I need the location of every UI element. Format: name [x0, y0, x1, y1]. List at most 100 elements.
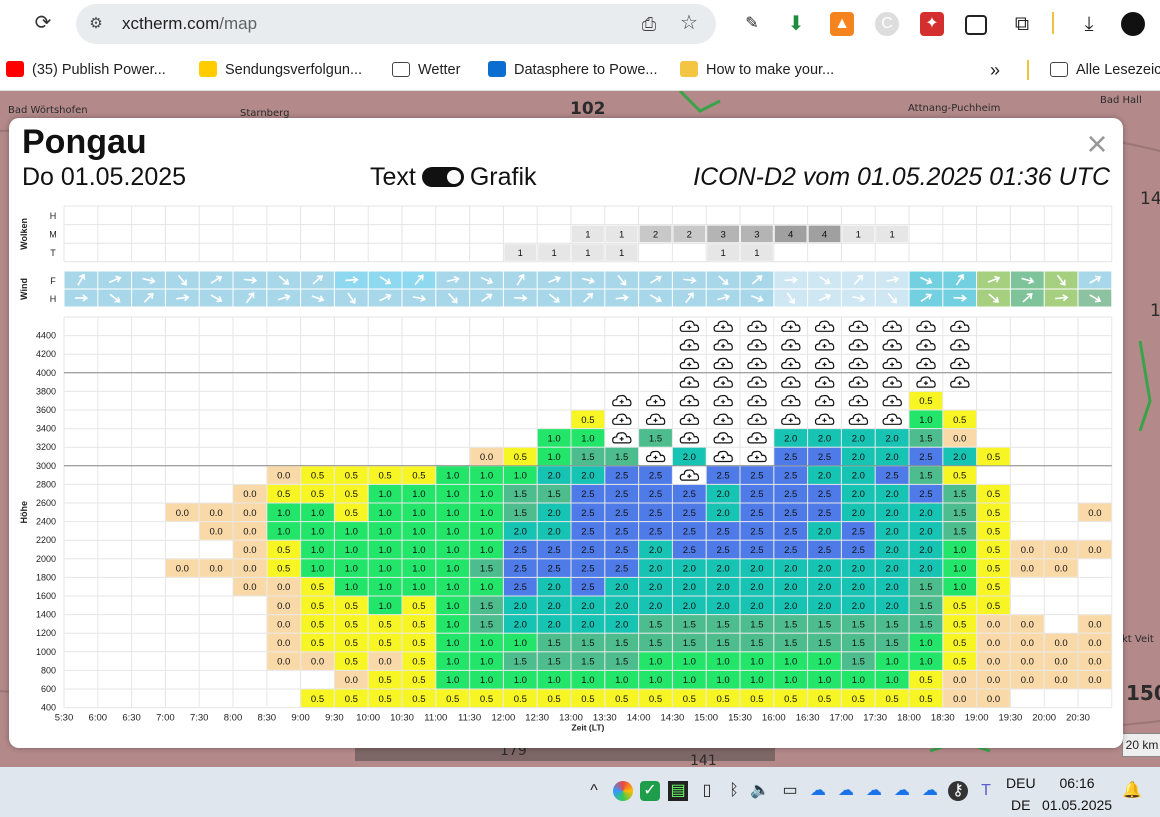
picture-in-picture-icon[interactable] [965, 15, 987, 35]
thermal-value: 2.0 [818, 526, 831, 537]
bookmark-publish-power[interactable]: (35) Publish Power... [6, 59, 166, 81]
thermal-value: 1.5 [649, 638, 662, 649]
view-toggle[interactable]: Text Grafik [370, 163, 537, 192]
wind-arrow-icon [853, 274, 864, 286]
map-label-141: 141 [690, 753, 717, 767]
battery-icon[interactable]: ▯ [702, 782, 712, 799]
volume-icon[interactable]: 🔈 [750, 782, 770, 799]
height-tick-label: 3000 [36, 461, 56, 471]
install-app-icon[interactable]: ⎙ [641, 14, 657, 34]
thermal-value: 2.5 [581, 564, 594, 575]
bookmark-star-icon[interactable]: ☆ [680, 12, 698, 34]
height-tick-label: 1600 [36, 591, 56, 601]
cloud-icon [679, 376, 700, 388]
cloud-icon [713, 339, 733, 351]
downloads-icon[interactable]: ⤓ [1084, 13, 1094, 35]
red-extension-icon[interactable]: ✦ [920, 12, 944, 36]
thermal-cell [334, 577, 368, 596]
c-extension-icon[interactable]: C [875, 12, 899, 36]
onedrive-icon[interactable]: ☁ [810, 782, 826, 799]
thermal-cell [301, 503, 334, 522]
cloud-cover-value: 2 [687, 230, 692, 241]
onedrive-icon[interactable]: ☁ [922, 782, 938, 799]
key-icon[interactable]: ⚷ [948, 781, 968, 801]
cloud-icon [848, 320, 869, 332]
thermal-value: 0.0 [176, 564, 189, 575]
address-bar[interactable]: ⚙ xctherm.com/map ⎙ ☆ [76, 4, 716, 44]
thermal-value: 0.5 [987, 601, 1000, 612]
thermal-value: 1.0 [919, 657, 932, 668]
bookmark-wetter[interactable]: Wetter [392, 59, 460, 81]
onedrive-icon[interactable]: ☁ [838, 782, 854, 799]
thermal-cell [301, 466, 334, 484]
clock[interactable]: 06:16 01.05.2025 [1042, 772, 1112, 816]
monitor-app-icon[interactable]: ▤ [668, 781, 688, 801]
thermal-cell [672, 484, 706, 503]
teams-icon[interactable]: T [981, 782, 991, 799]
thermal-value: 0.5 [345, 489, 358, 500]
shield-icon[interactable]: ✓ [640, 781, 660, 801]
chevron-up-icon[interactable]: ^ [590, 782, 598, 799]
thermal-value: 0.5 [683, 694, 696, 705]
wind-arrow-icon [617, 274, 627, 286]
thermal-value: 1.0 [378, 582, 391, 593]
thermal-value: 2.0 [615, 601, 628, 612]
thermal-cell [368, 670, 402, 689]
thermal-cell [875, 577, 909, 596]
reload-icon[interactable]: ⟳ [34, 12, 52, 34]
close-icon[interactable]: × [1086, 123, 1108, 164]
more-bookmarks-button[interactable]: » [990, 60, 1001, 80]
cloud-icon [814, 413, 835, 425]
onedrive-icon[interactable]: ☁ [894, 782, 910, 799]
thermal-value: 2.0 [716, 489, 729, 500]
thermal-cell [301, 577, 334, 596]
extensions-puzzle-icon[interactable]: ⧉ [1014, 13, 1030, 35]
thermal-cell [1078, 633, 1112, 652]
time-tick-label: 8:00 [224, 713, 243, 724]
cloud-icon [679, 339, 700, 351]
thermal-cell [267, 596, 301, 615]
thermal-cell [943, 466, 977, 484]
toggle-switch[interactable] [421, 167, 464, 187]
thermal-cell [436, 596, 470, 615]
site-settings-icon[interactable]: ⚙ [89, 15, 103, 32]
thermal-value: 2.5 [547, 564, 560, 575]
thermal-cell [571, 466, 605, 484]
eyedropper-extension-icon[interactable]: ✎ [745, 15, 759, 32]
cloud-icon [713, 450, 733, 463]
metamask-extension-icon[interactable]: ▲ [830, 12, 854, 36]
thermal-cell [706, 577, 740, 596]
wind-arrow-icon [583, 292, 594, 303]
thermal-cell [503, 503, 537, 522]
thermal-cell [605, 689, 639, 708]
thermal-cell [301, 559, 334, 577]
download-arrow-extension-icon[interactable]: ⬇ [787, 13, 805, 35]
time-tick-label: 10:30 [390, 713, 414, 724]
wind-arrow-icon [345, 276, 359, 284]
notification-bell-icon[interactable]: 🔔 [1122, 782, 1142, 799]
color-app-icon[interactable] [613, 781, 633, 801]
all-bookmarks-button[interactable]: Alle Lesezeic [1050, 59, 1160, 81]
input-language[interactable]: DEU DE [1006, 772, 1036, 816]
cloud-cover-value: 1 [551, 248, 556, 259]
time-tick-label: 15:00 [694, 713, 718, 724]
url-text[interactable]: xctherm.com/map [122, 14, 257, 34]
thermal-cell [808, 689, 841, 708]
thermal-value: 2.5 [683, 545, 696, 556]
network-icon[interactable]: ▭ [782, 782, 798, 799]
bookmark-how-to-make[interactable]: How to make your... [680, 59, 834, 81]
bookmark-datasphere[interactable]: Datasphere to Powe... [488, 59, 657, 81]
bookmarks-divider [1027, 60, 1029, 80]
cloud-icon [713, 320, 733, 332]
thermal-cell [875, 522, 909, 540]
thermal-cell [740, 596, 774, 615]
height-tick-label: 2400 [36, 517, 56, 527]
bookmark-sendungsverfolgung[interactable]: Sendungsverfolgun... [199, 59, 362, 81]
thermal-value: 1.0 [446, 601, 459, 612]
onedrive-sync-icon[interactable]: ☁ [866, 782, 882, 799]
thermal-value: 2.0 [852, 564, 865, 575]
thermal-cell [537, 596, 571, 615]
bluetooth-icon[interactable]: ᛒ [729, 782, 739, 799]
profile-avatar[interactable] [1121, 12, 1145, 36]
